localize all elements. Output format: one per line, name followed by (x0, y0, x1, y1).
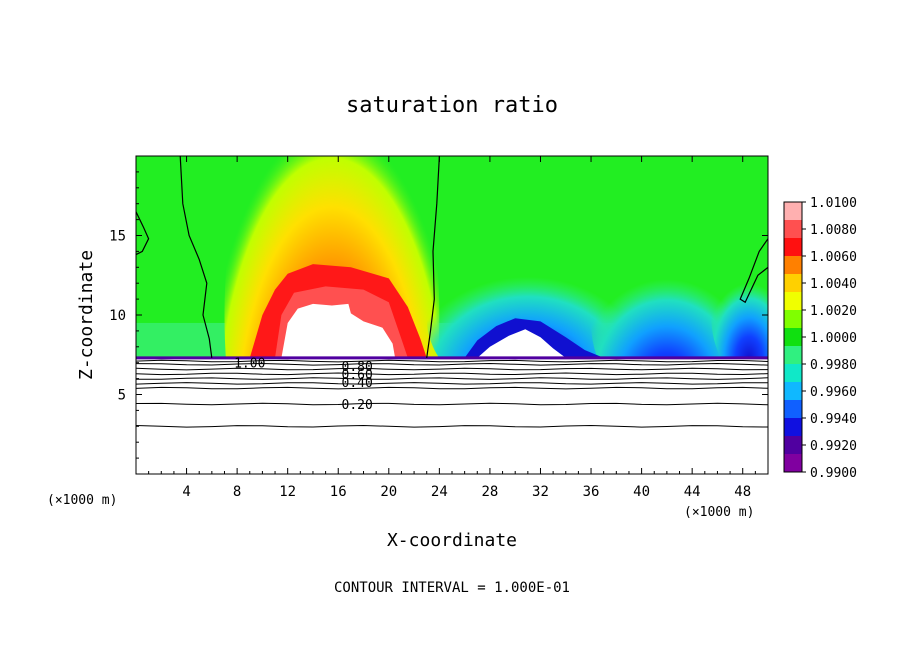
contour-line-1 (136, 359, 768, 363)
plot-area: 1.00 0.800.600.40 0.20 (136, 156, 768, 474)
colorbar-swatch (784, 328, 802, 347)
colorbar-label: 0.9980 (810, 358, 857, 373)
contour-line-8 (136, 402, 768, 406)
x-tick-label: 36 (583, 484, 600, 500)
x-tick-label: 12 (279, 484, 296, 500)
contour-line-1-00-3 (136, 211, 150, 256)
contour-line-6 (136, 382, 768, 385)
x-axis: 4 8 12 16 20 24 28 32 36 40 44 48 (148, 156, 756, 500)
colorbar-swatch (784, 400, 802, 419)
colorbar-swatch (784, 202, 802, 221)
subsaturated-white-patch (477, 329, 566, 358)
colorbar: 1.0100 1.0080 1.0060 1.0040 1.0020 1.0000 0.99… (783, 196, 857, 481)
chart-title: saturation ratio (346, 93, 558, 118)
x-tick-label: 4 (182, 484, 190, 500)
contour-line-1-00-1 (179, 156, 213, 358)
x-tick-label: 40 (633, 484, 650, 500)
y-tick-label: 10 (109, 308, 126, 324)
contour-line-7 (136, 386, 768, 390)
contour-label: 0.60 (342, 368, 373, 383)
x-axis-label: X-coordinate (387, 530, 517, 551)
contour-line-1-00-4 (739, 238, 768, 304)
y-axis: 5 10 15 (109, 171, 768, 459)
colorbar-label: 1.0020 (810, 304, 857, 319)
colorbar-swatch (784, 292, 802, 311)
x-tick-label: 20 (380, 484, 397, 500)
contour-label: 0.20 (342, 398, 373, 413)
y-tick-label: 5 (118, 388, 126, 404)
colorbar-swatch (784, 310, 802, 329)
colorbar-label: 1.0000 (810, 331, 857, 346)
contour-line-9 (136, 424, 768, 428)
contour-line-5 (136, 377, 768, 380)
contour-interval-note: CONTOUR INTERVAL = 1.000E-01 (334, 580, 570, 596)
x-tick-label: 16 (330, 484, 347, 500)
contour-label: 1.00 (234, 357, 265, 372)
colorbar-label: 0.9920 (810, 439, 857, 454)
colorbar-swatch (784, 454, 802, 473)
colorbar-swatch (784, 274, 802, 293)
colorbar-swatch (784, 220, 802, 239)
ground-area (136, 357, 768, 474)
colorbar-swatch (784, 238, 802, 257)
colorbar-swatch (784, 382, 802, 401)
contour-line-2 (136, 362, 768, 366)
x-tick-label: 8 (233, 484, 241, 500)
saturated-cloud-interior (281, 303, 396, 358)
colorbar-label: 1.0060 (810, 250, 857, 265)
x-tick-label: 24 (431, 484, 448, 500)
contour-line-3 (136, 367, 768, 371)
colorbar-label: 0.9900 (810, 466, 857, 481)
colorbar-label: 1.0040 (810, 277, 857, 292)
colorbar-swatch (784, 364, 802, 383)
colorbar-swatch (784, 346, 802, 365)
colorbar-swatch (784, 418, 802, 437)
x-tick-label: 44 (684, 484, 701, 500)
contour-line-1-00-2 (426, 156, 440, 358)
x-unit-label-right: (×1000 m) (684, 505, 754, 520)
y-tick-label: 15 (109, 229, 126, 245)
colorbar-swatch (784, 256, 802, 275)
colorbar-label: 0.9960 (810, 385, 857, 400)
contour-label: 0.80 (342, 360, 373, 375)
x-tick-label: 48 (734, 484, 751, 500)
x-tick-label: 28 (481, 484, 498, 500)
y-axis-label: Z-coordinate (76, 250, 97, 380)
contour-line-4 (136, 372, 768, 376)
colorbar-label: 1.0080 (810, 223, 857, 238)
colorbar-label: 0.9940 (810, 412, 857, 427)
x-unit-label-left: (×1000 m) (47, 493, 117, 508)
x-tick-label: 32 (532, 484, 549, 500)
colorbar-label: 1.0100 (810, 196, 857, 211)
colorbar-swatch (784, 436, 802, 455)
contour-label: 0.40 (342, 376, 373, 391)
